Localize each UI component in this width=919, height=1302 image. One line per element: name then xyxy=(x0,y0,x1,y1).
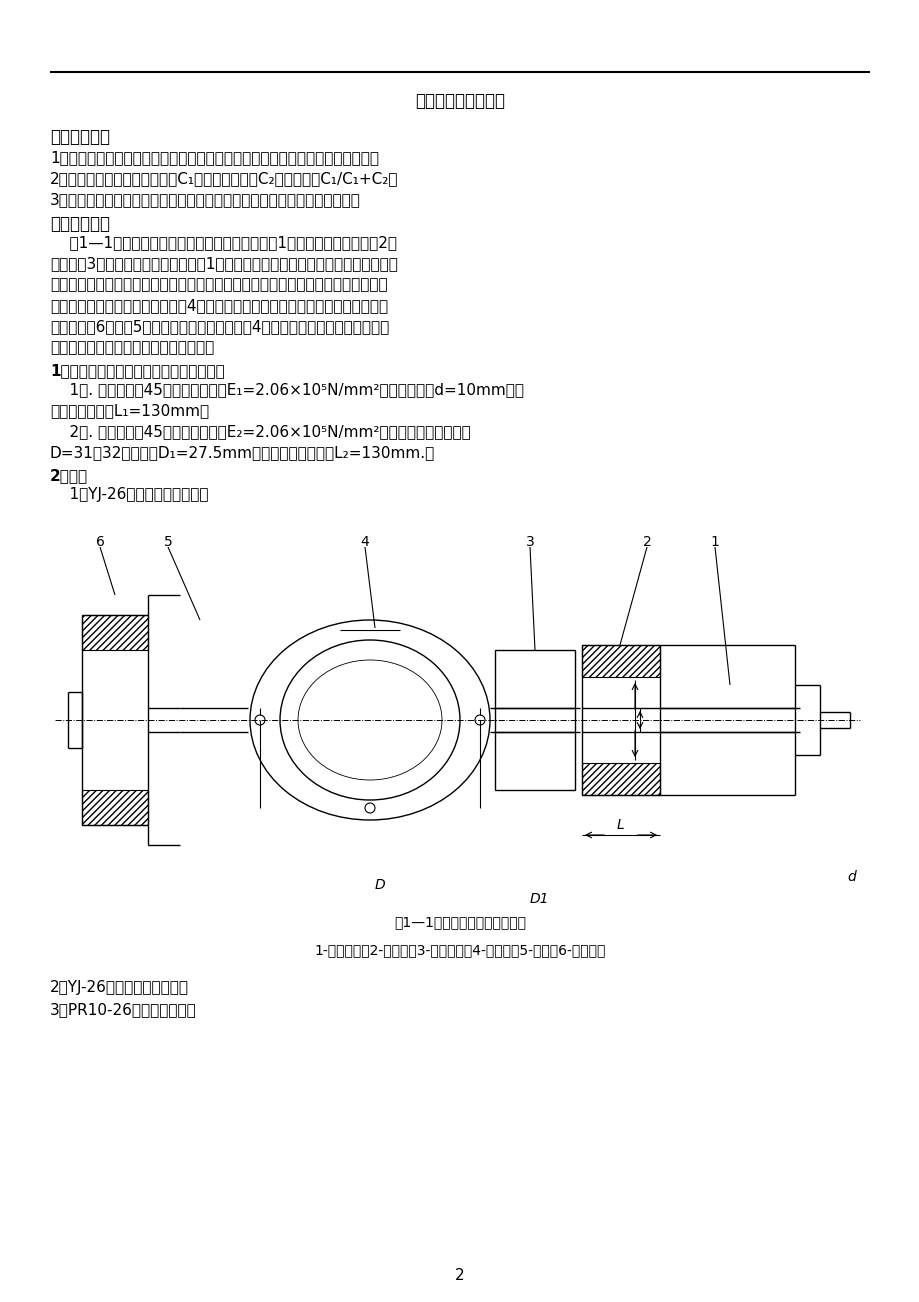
Text: 3．了解试验预紧力和相对刚度对应力幅的影响，以考察对螺栓疲劳的影响。: 3．了解试验预紧力和相对刚度对应力幅的影响，以考察对螺栓疲劳的影响。 xyxy=(50,191,360,207)
Text: 1: 1 xyxy=(709,535,719,549)
Text: 6: 6 xyxy=(96,535,105,549)
Text: 3: 3 xyxy=(525,535,534,549)
Circle shape xyxy=(365,803,375,812)
Text: 效变形计算长度L₁=130mm。: 效变形计算长度L₁=130mm。 xyxy=(50,404,209,418)
Bar xyxy=(582,644,659,677)
Text: 2．掌握求联接件（螺栓）刚度C₁、被联接件刚度C₂、相对刚度C₁/C₁+C₂。: 2．掌握求联接件（螺栓）刚度C₁、被联接件刚度C₂、相对刚度C₁/C₁+C₂。 xyxy=(50,171,398,186)
Bar xyxy=(582,763,659,796)
Text: 1．螺栓联接实验机的主要实验参数如下：: 1．螺栓联接实验机的主要实验参数如下： xyxy=(50,363,224,378)
Text: 4: 4 xyxy=(360,535,369,549)
Text: 3）PR10-26型预调平衡箱。: 3）PR10-26型预调平衡箱。 xyxy=(50,1003,197,1017)
Circle shape xyxy=(474,715,484,725)
Text: D1: D1 xyxy=(529,892,549,906)
Text: D=31和32，内径为D₁=27.5mm，有效变形计算长度L₂=130mm.。: D=31和32，内径为D₁=27.5mm，有效变形计算长度L₂=130mm.。 xyxy=(50,445,435,460)
Text: 2）. 套筒材料为45号钢，弹性模量E₂=2.06×10⁵N/mm²，两件套筒外径分别为: 2）. 套筒材料为45号钢，弹性模量E₂=2.06×10⁵N/mm²，两件套筒外… xyxy=(50,424,471,439)
Text: 螺栓联接实验指导书: 螺栓联接实验指导书 xyxy=(414,92,505,109)
Text: 5: 5 xyxy=(164,535,172,549)
Text: 1）. 螺栓材料为45号钢，弹性模量E₁=2.06×10⁵N/mm²，螺栓杆直径d=10mm，有: 1）. 螺栓材料为45号钢，弹性模量E₁=2.06×10⁵N/mm²，螺栓杆直径… xyxy=(50,381,524,397)
Text: L: L xyxy=(617,818,624,832)
Text: 2: 2 xyxy=(642,535,651,549)
Text: 2: 2 xyxy=(455,1268,464,1282)
Text: 2．仪器: 2．仪器 xyxy=(50,467,88,483)
Text: 2）YJ-26型数字电阻应变仪。: 2）YJ-26型数字电阻应变仪。 xyxy=(50,980,188,995)
Text: 二．实验设备: 二．实验设备 xyxy=(50,215,110,233)
Bar xyxy=(82,790,148,825)
Text: 被联接件受压力作用。在螺栓杆和套筒上均贴有电阻应变片，用电阻应变仪测量它们: 被联接件受压力作用。在螺栓杆和套筒上均贴有电阻应变片，用电阻应变仪测量它们 xyxy=(50,277,387,292)
Text: 1）YJ-26型数字电阻应变仪。: 1）YJ-26型数字电阻应变仪。 xyxy=(50,487,209,503)
Circle shape xyxy=(255,715,265,725)
Bar xyxy=(82,615,148,650)
Text: 的应变来求受力和变形量。测力环4是用来间接的指示轴向工作载荷的。拧紧加载手: 的应变来求受力和变形量。测力环4是用来间接的指示轴向工作载荷的。拧紧加载手 xyxy=(50,298,388,312)
Text: D: D xyxy=(374,878,385,892)
Text: 1．掌握测试受轴向工作载荷的紧螺栓联接的受力和变形曲线（即变形协调图）。: 1．掌握测试受轴向工作载荷的紧螺栓联接的受力和变形曲线（即变形协调图）。 xyxy=(50,150,379,165)
Text: 图1—1螺栓联接实验机结构图。: 图1—1螺栓联接实验机结构图。 xyxy=(393,915,526,930)
Text: 1-预紧手轮；2-螺栓杆；3-被连接件；4-测力环；5-拉杆；6-加载手轮: 1-预紧手轮；2-螺栓杆；3-被连接件；4-测力环；5-拉杆；6-加载手轮 xyxy=(314,943,605,957)
Text: 轮（螺母）6使拉杆5产生轴向拉力，经过测力环4将轴向力作用到螺杆上。测力环: 轮（螺母）6使拉杆5产生轴向拉力，经过测力环4将轴向力作用到螺杆上。测力环 xyxy=(50,319,389,335)
Text: d: d xyxy=(846,870,856,884)
Text: 连。套筒3相当于被联接件，拧紧手轮1就可将联接副预紧，并且联接件受拉力作用，: 连。套筒3相当于被联接件，拧紧手轮1就可将联接副预紧，并且联接件受拉力作用， xyxy=(50,256,397,271)
Text: 一．实验目的: 一．实验目的 xyxy=(50,128,110,146)
Bar xyxy=(494,650,574,790)
Text: 上的百分表读数正比于轴向载荷的大小。: 上的百分表读数正比于轴向载荷的大小。 xyxy=(50,340,214,355)
Text: 图1—1为螺栓联接实验机结构组成示意图，手轮1相当于螺母，与螺栓杆2相: 图1—1为螺栓联接实验机结构组成示意图，手轮1相当于螺母，与螺栓杆2相 xyxy=(50,234,397,250)
